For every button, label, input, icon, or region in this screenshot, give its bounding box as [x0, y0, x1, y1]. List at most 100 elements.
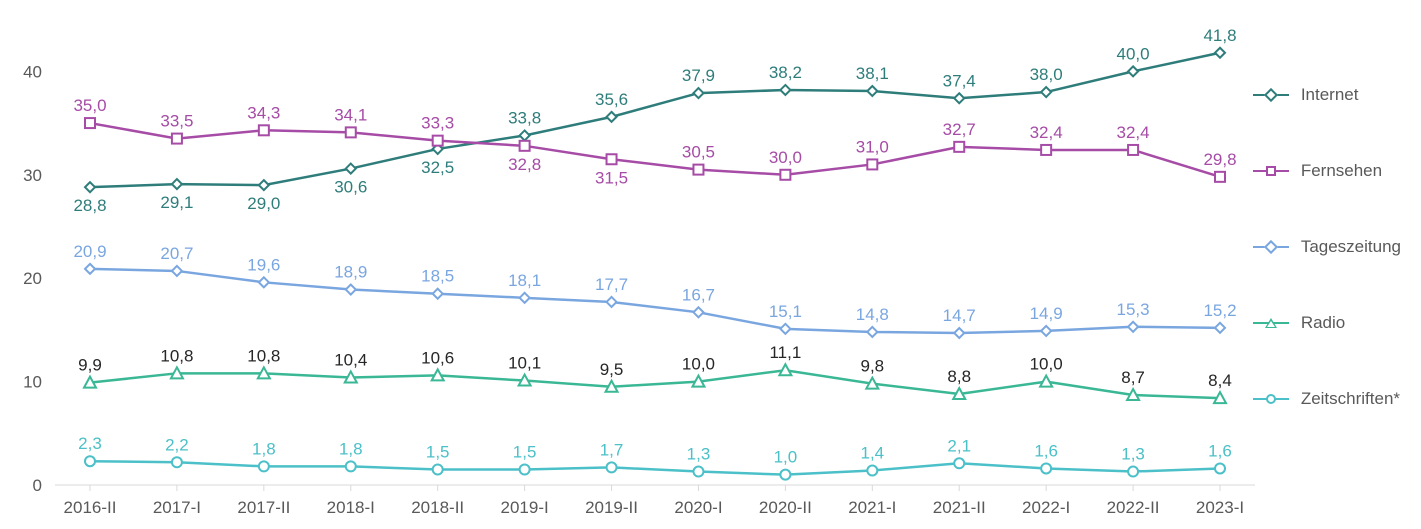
data-label: 1,6 [1034, 441, 1058, 460]
point-marker [780, 85, 790, 95]
point-marker [780, 324, 790, 334]
point-marker [520, 464, 530, 474]
point-marker [172, 179, 182, 189]
data-label: 10,1 [508, 354, 541, 373]
point-marker [607, 297, 617, 307]
data-label: 30,5 [682, 143, 715, 162]
legend-shape-icon [1265, 318, 1277, 328]
data-label: 18,5 [421, 267, 454, 286]
data-label: 1,8 [339, 439, 363, 458]
legend-marker [1253, 88, 1289, 102]
legend-item: Internet [1253, 85, 1401, 105]
data-label: 8,4 [1208, 371, 1232, 390]
data-label: 1,6 [1208, 441, 1232, 460]
data-label: 14,8 [856, 305, 889, 324]
point-marker [85, 118, 95, 128]
media-usage-line-chart: 0102030402016-II2017-I2017-II2018-I2018-… [0, 0, 1421, 529]
point-marker [954, 93, 964, 103]
data-label: 11,1 [769, 343, 801, 362]
data-label: 15,1 [769, 302, 802, 321]
legend-marker [1253, 316, 1289, 330]
point-marker [693, 88, 703, 98]
data-label: 9,5 [600, 360, 624, 379]
data-label: 32,4 [1117, 123, 1150, 142]
point-marker [1128, 322, 1138, 332]
point-marker [520, 130, 530, 140]
data-label: 38,1 [856, 64, 889, 83]
point-marker [172, 457, 182, 467]
point-marker [172, 266, 182, 276]
data-label: 16,7 [682, 285, 715, 304]
data-label: 9,8 [860, 357, 884, 376]
data-label: 2,2 [165, 435, 189, 454]
data-label: 32,4 [1030, 123, 1063, 142]
point-marker [1128, 145, 1138, 155]
point-marker [1128, 467, 1138, 477]
y-tick-label: 40 [23, 62, 42, 81]
legend-label: Fernsehen [1301, 161, 1382, 181]
point-marker [172, 134, 182, 144]
point-marker [520, 293, 530, 303]
data-label: 19,6 [247, 255, 280, 274]
y-tick-label: 30 [23, 166, 42, 185]
data-label: 2,1 [947, 436, 971, 455]
x-tick-label: 2017-I [153, 498, 201, 517]
data-label: 30,0 [769, 148, 802, 167]
data-label: 8,7 [1121, 368, 1145, 387]
point-marker [867, 159, 877, 169]
data-label: 35,6 [595, 90, 628, 109]
point-marker [1215, 323, 1225, 333]
legend-label: Tageszeitung [1301, 237, 1401, 257]
x-tick-label: 2023-I [1196, 498, 1244, 517]
point-marker [433, 464, 443, 474]
data-label: 15,2 [1203, 301, 1236, 320]
data-label: 14,7 [943, 306, 976, 325]
data-label: 37,4 [943, 71, 976, 90]
point-marker [520, 141, 530, 151]
data-label: 31,0 [856, 137, 889, 156]
data-label: 34,1 [334, 105, 367, 124]
point-marker [954, 458, 964, 468]
point-marker [346, 285, 356, 295]
point-marker [1041, 87, 1051, 97]
point-marker [1215, 172, 1225, 182]
data-label: 1,5 [426, 442, 450, 461]
data-label: 40,0 [1117, 44, 1150, 63]
x-tick-label: 2016-II [64, 498, 117, 517]
data-label: 32,8 [508, 155, 541, 174]
point-marker [693, 307, 703, 317]
x-tick-label: 2022-I [1022, 498, 1070, 517]
x-tick-label: 2018-II [411, 498, 464, 517]
data-label: 41,8 [1203, 26, 1236, 45]
point-marker [259, 180, 269, 190]
data-label: 1,3 [1121, 445, 1145, 464]
point-marker [85, 456, 95, 466]
x-tick-label: 2020-II [759, 498, 812, 517]
point-marker [1041, 463, 1051, 473]
data-label: 18,9 [334, 263, 367, 282]
point-marker [346, 164, 356, 174]
x-tick-label: 2018-I [327, 498, 375, 517]
point-marker [259, 277, 269, 287]
data-label: 1,0 [774, 448, 798, 467]
x-tick-label: 2020-I [674, 498, 722, 517]
point-marker [1215, 48, 1225, 58]
data-label: 33,5 [160, 112, 193, 131]
data-label: 33,3 [421, 114, 454, 133]
point-marker [607, 112, 617, 122]
point-marker [607, 462, 617, 472]
legend-shape-icon [1266, 166, 1276, 176]
legend-item: Fernsehen [1253, 161, 1401, 181]
point-marker [693, 165, 703, 175]
data-label: 38,0 [1030, 65, 1063, 84]
point-marker [954, 328, 964, 338]
data-label: 18,1 [508, 271, 541, 290]
legend-shape-icon [1266, 394, 1276, 404]
x-tick-label: 2021-II [933, 498, 986, 517]
point-marker [780, 170, 790, 180]
data-label: 38,2 [769, 63, 802, 82]
point-marker [85, 264, 95, 274]
point-marker [259, 125, 269, 135]
point-marker [259, 461, 269, 471]
chart-legend: InternetFernsehenTageszeitungRadioZeitsc… [1253, 85, 1401, 409]
